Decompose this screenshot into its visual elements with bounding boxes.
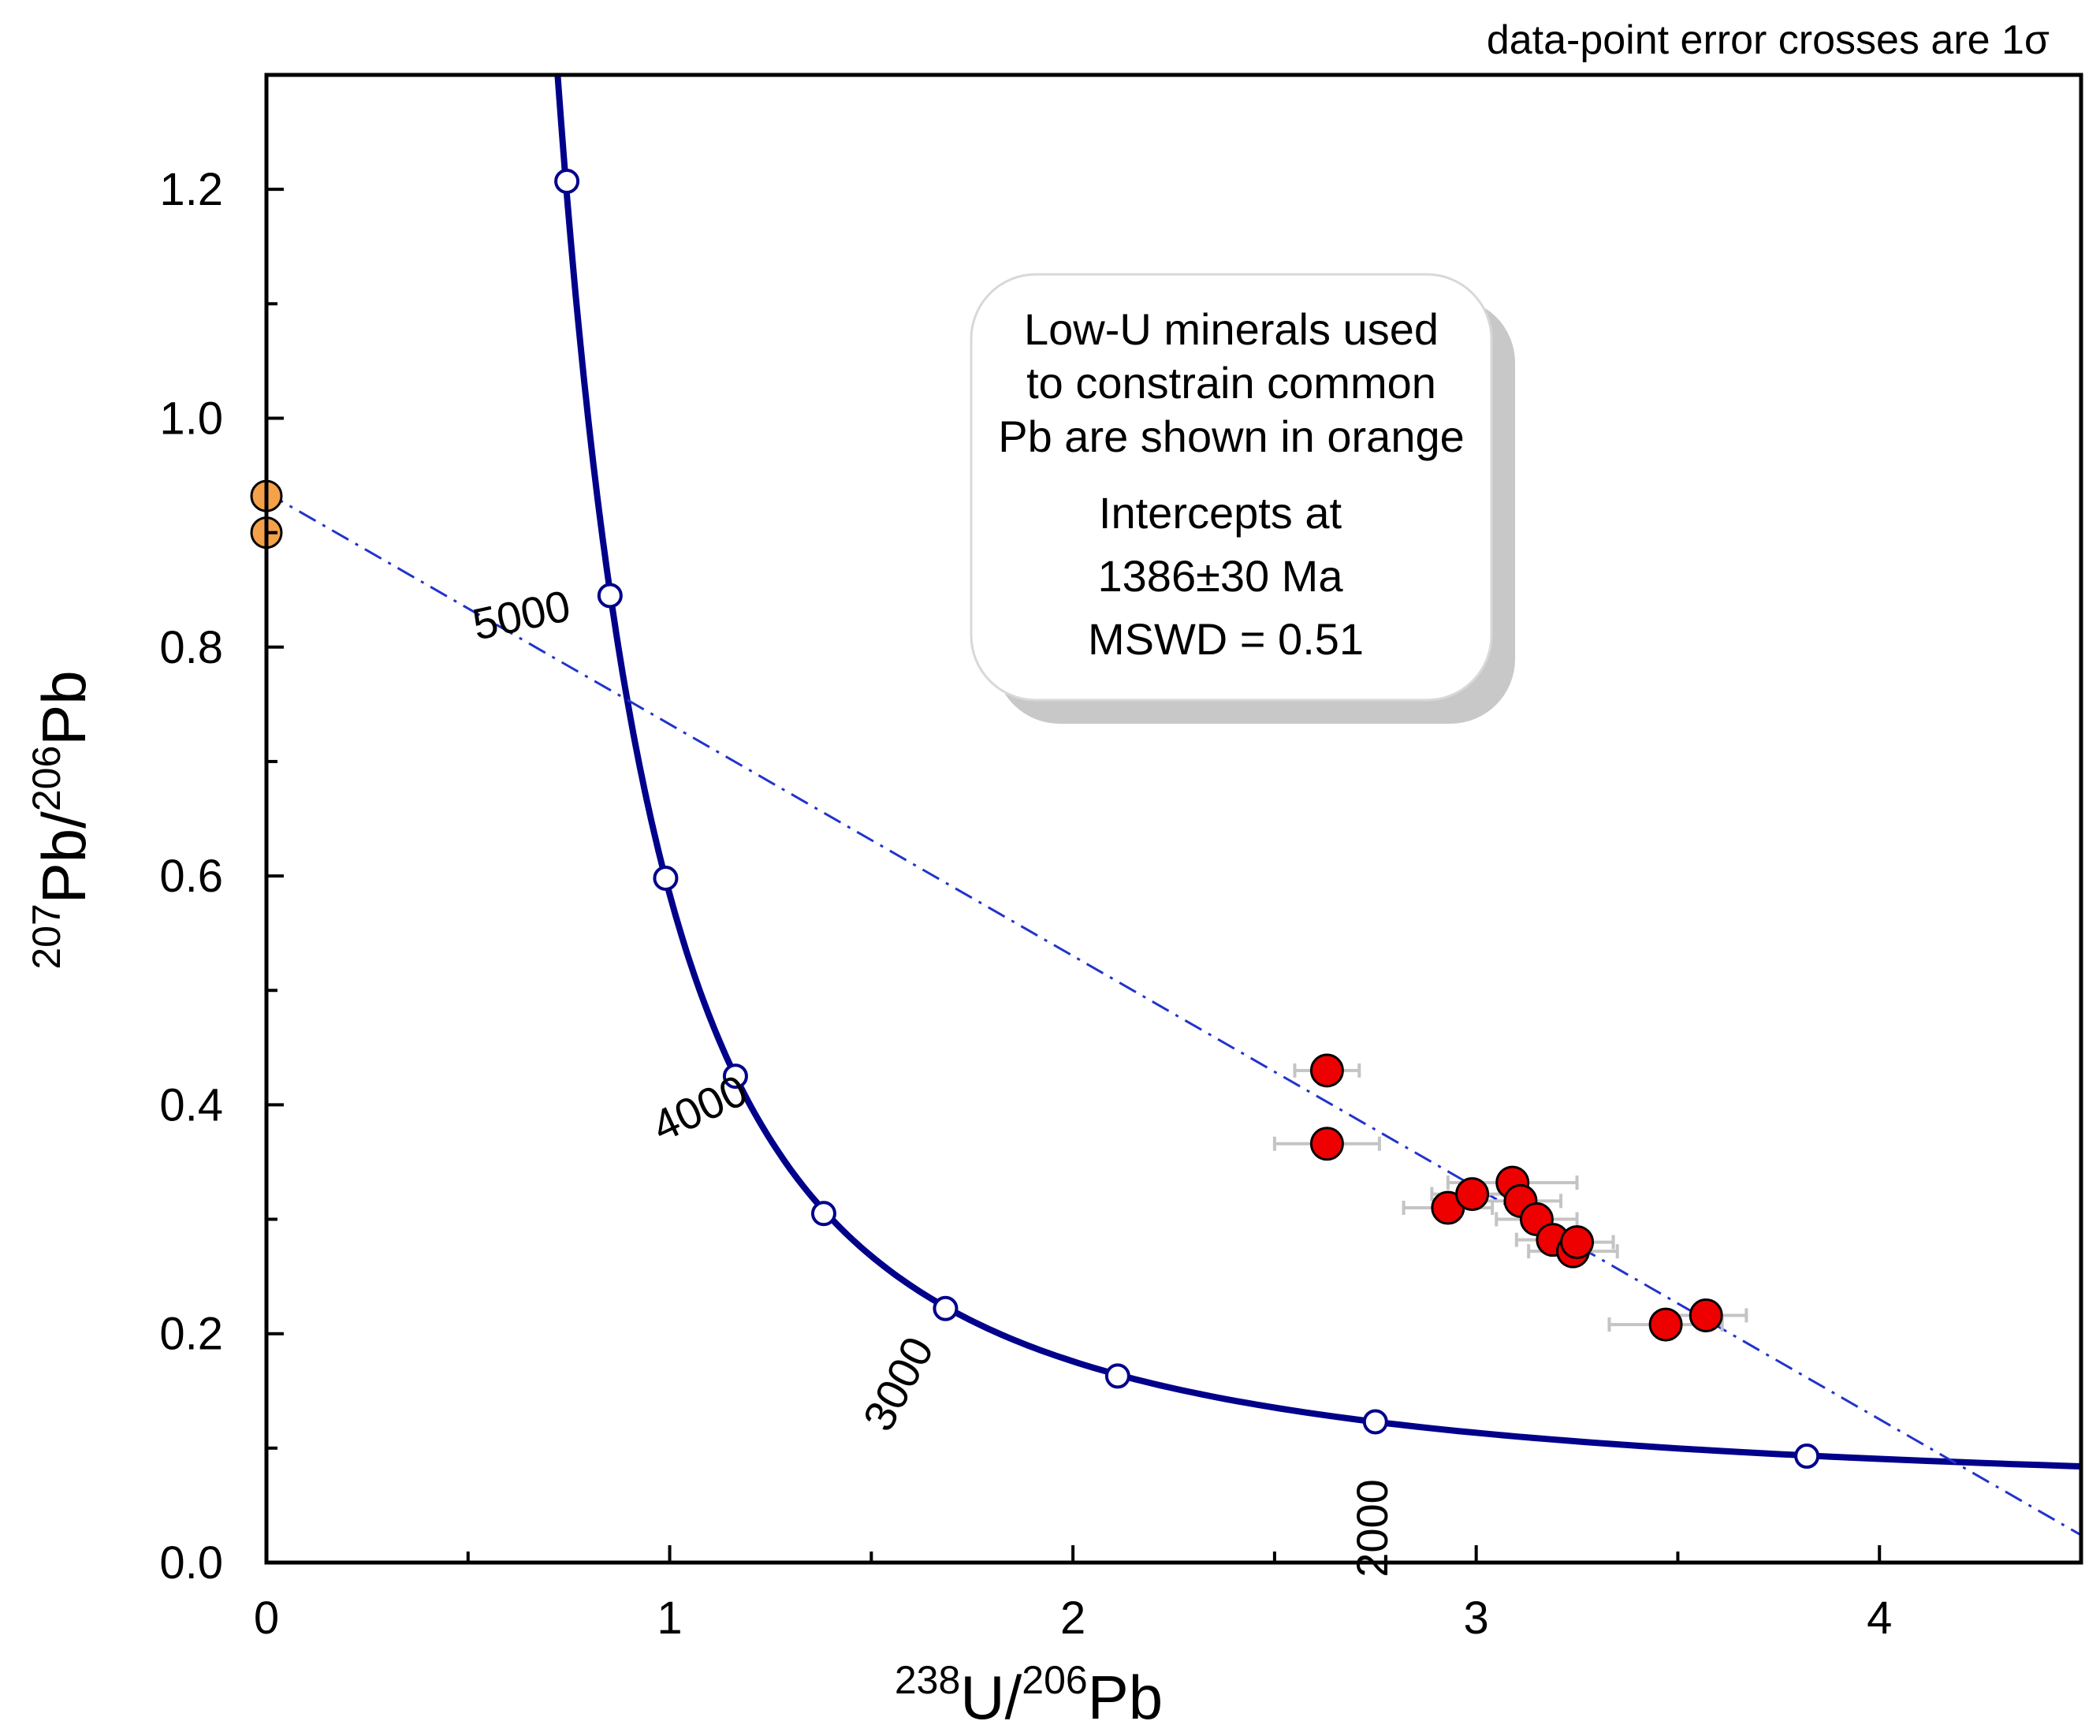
concordia-age-marker <box>554 168 580 194</box>
x-tick-label: 1 <box>657 1593 682 1644</box>
y-axis-title-sup-207: 207 <box>24 903 69 969</box>
x-axis-title-main-pb: Pb <box>1088 1663 1163 1732</box>
y-axis-title-sup-206: 206 <box>24 746 69 811</box>
legend-panel <box>970 273 1493 702</box>
legend-box: Low-U minerals used to constrain common … <box>970 273 1515 724</box>
age-markers <box>554 168 1820 1470</box>
sample-point <box>1455 1177 1490 1212</box>
x-tick-label: 2 <box>1060 1593 1085 1644</box>
error-note: data-point error crosses are 1σ <box>1487 17 2050 63</box>
legend-line-5: 1386±30 Ma <box>1098 551 1344 601</box>
y-axis-title-main-pb2: Pb <box>29 670 99 745</box>
sample-point <box>1689 1298 1723 1332</box>
legend-line-2: to constrain common <box>1026 358 1436 408</box>
concordia-age-marker <box>933 1295 959 1321</box>
sample-point <box>1560 1225 1595 1260</box>
x-axis-ticks: 0 1 2 3 4 <box>254 1545 2083 1644</box>
concordia-age-label: 3000 <box>853 1328 943 1439</box>
concordia-age-marker <box>1794 1444 1820 1470</box>
legend-line-4: Intercepts at <box>1099 488 1342 538</box>
x-tick-label: 4 <box>1867 1593 1892 1644</box>
concordia-age-marker <box>1104 1363 1130 1389</box>
y-axis-title-main-pb: Pb/ <box>29 811 99 903</box>
concordia-age-marker <box>810 1201 836 1227</box>
y-tick-label: 1.0 <box>159 393 223 444</box>
y-tick-label: 1.2 <box>159 164 223 215</box>
x-axis-title-main-u: U/ <box>960 1663 1022 1732</box>
concordia-age-marker <box>597 583 623 609</box>
y-tick-label: 0.6 <box>159 851 223 902</box>
x-axis-title-sup-238: 238 <box>895 1658 960 1702</box>
plot-frame <box>264 73 2083 1565</box>
concordia-age-label: 4000 <box>645 1065 755 1152</box>
legend-line-6: MSWD = 0.51 <box>1088 614 1364 664</box>
y-tick-label: 0.4 <box>159 1079 223 1131</box>
sample-point <box>1309 1127 1344 1161</box>
legend-line-3: Pb are shown in orange <box>998 412 1465 461</box>
regression-line <box>266 491 2081 1537</box>
concordia-age-marker <box>1362 1409 1388 1435</box>
x-axis-title: 238U/206Pb <box>895 1658 1163 1732</box>
concordia-age-marker <box>722 1064 748 1090</box>
x-tick-label: 0 <box>254 1593 279 1644</box>
concordia-age-label: 5000 <box>468 580 575 650</box>
legend-line-1: Low-U minerals used <box>1024 304 1439 354</box>
y-tick-label: 0.8 <box>159 622 223 673</box>
sample-point <box>1648 1307 1683 1342</box>
concordia-age-marker <box>653 865 679 891</box>
y-axis-title: 207Pb/206Pb <box>24 670 99 969</box>
x-axis-title-sup-206: 206 <box>1022 1658 1087 1702</box>
y-axis-ticks: 0.0 0.2 0.4 0.6 0.8 1.0 1.2 <box>159 73 284 1589</box>
sample-point <box>1309 1053 1344 1088</box>
y-tick-label: 0.0 <box>159 1537 223 1589</box>
y-tick-label: 0.2 <box>159 1309 223 1360</box>
concordia-curve <box>554 75 2081 1470</box>
x-tick-label: 3 <box>1464 1593 1489 1644</box>
